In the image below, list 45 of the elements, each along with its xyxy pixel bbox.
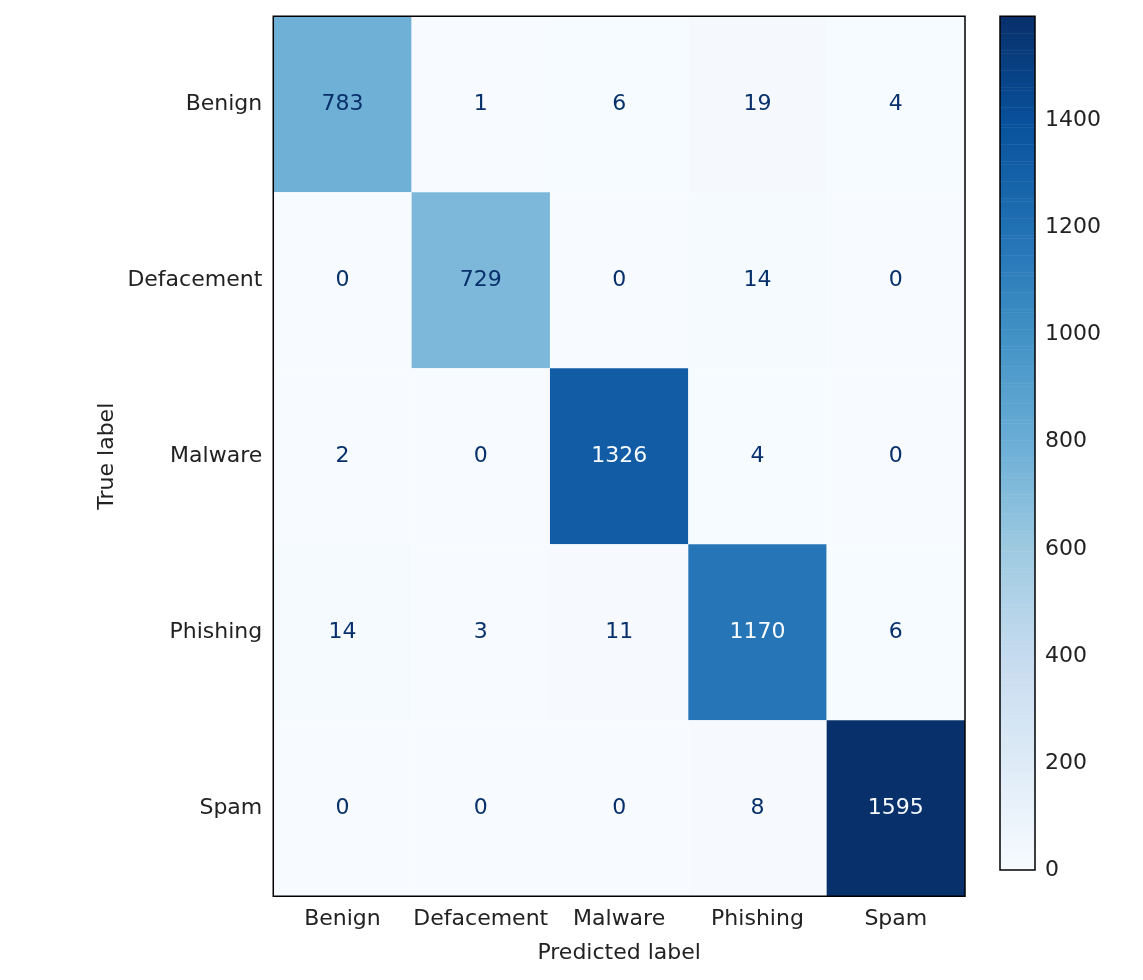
color-bar-label: 400 <box>1045 641 1087 667</box>
data-label: 0 <box>612 265 627 291</box>
data-label: 783 <box>321 89 364 115</box>
color-bar-label: 1400 <box>1045 106 1101 132</box>
data-label: 729 <box>459 265 502 291</box>
y-tick-label: Benign <box>185 89 263 115</box>
data-label: 4 <box>750 441 765 467</box>
data-label: 4 <box>888 89 903 115</box>
data-label: 0 <box>612 793 627 819</box>
data-label: 2 <box>335 441 350 467</box>
y-tick-label: Malware <box>170 441 263 467</box>
y-tick-label: Phishing <box>169 617 263 643</box>
x-axis-title: Predicted label <box>537 938 701 964</box>
data-label: 19 <box>743 89 772 115</box>
x-tick-label: Defacement <box>413 905 549 931</box>
x-tick-label: Malware <box>573 905 666 931</box>
color-bar-label: 600 <box>1045 534 1087 560</box>
data-label: 1170 <box>729 617 786 643</box>
color-bar-label: 1000 <box>1045 320 1101 346</box>
color-bar-label: 0 <box>1045 855 1059 881</box>
data-label: 1 <box>473 89 488 115</box>
data-label: 1326 <box>591 441 648 467</box>
x-tick-label: Phishing <box>711 905 804 931</box>
data-label: 11 <box>605 617 634 643</box>
data-label: 0 <box>473 793 488 819</box>
data-label: 6 <box>612 89 627 115</box>
x-tick-label: Benign <box>304 905 381 931</box>
color-bar-label: 800 <box>1045 427 1087 453</box>
data-label: 8 <box>750 793 765 819</box>
data-label: 3 <box>473 617 488 643</box>
y-axis-title: True label <box>92 402 118 511</box>
data-label: 6 <box>888 617 903 643</box>
data-label: 0 <box>888 441 903 467</box>
data-label: 14 <box>743 265 772 291</box>
data-label: 0 <box>335 793 350 819</box>
data-label: 0 <box>888 265 903 291</box>
data-label: 0 <box>473 441 488 467</box>
y-tick-label: Defacement <box>127 265 263 291</box>
data-label: 14 <box>328 617 357 643</box>
color-bar-label: 1200 <box>1045 213 1101 239</box>
data-label: 0 <box>335 265 350 291</box>
y-tick-label: Spam <box>199 793 263 819</box>
x-tick-label: Spam <box>864 905 928 931</box>
color-bar-label: 200 <box>1045 748 1087 774</box>
data-label: 1595 <box>867 793 924 819</box>
